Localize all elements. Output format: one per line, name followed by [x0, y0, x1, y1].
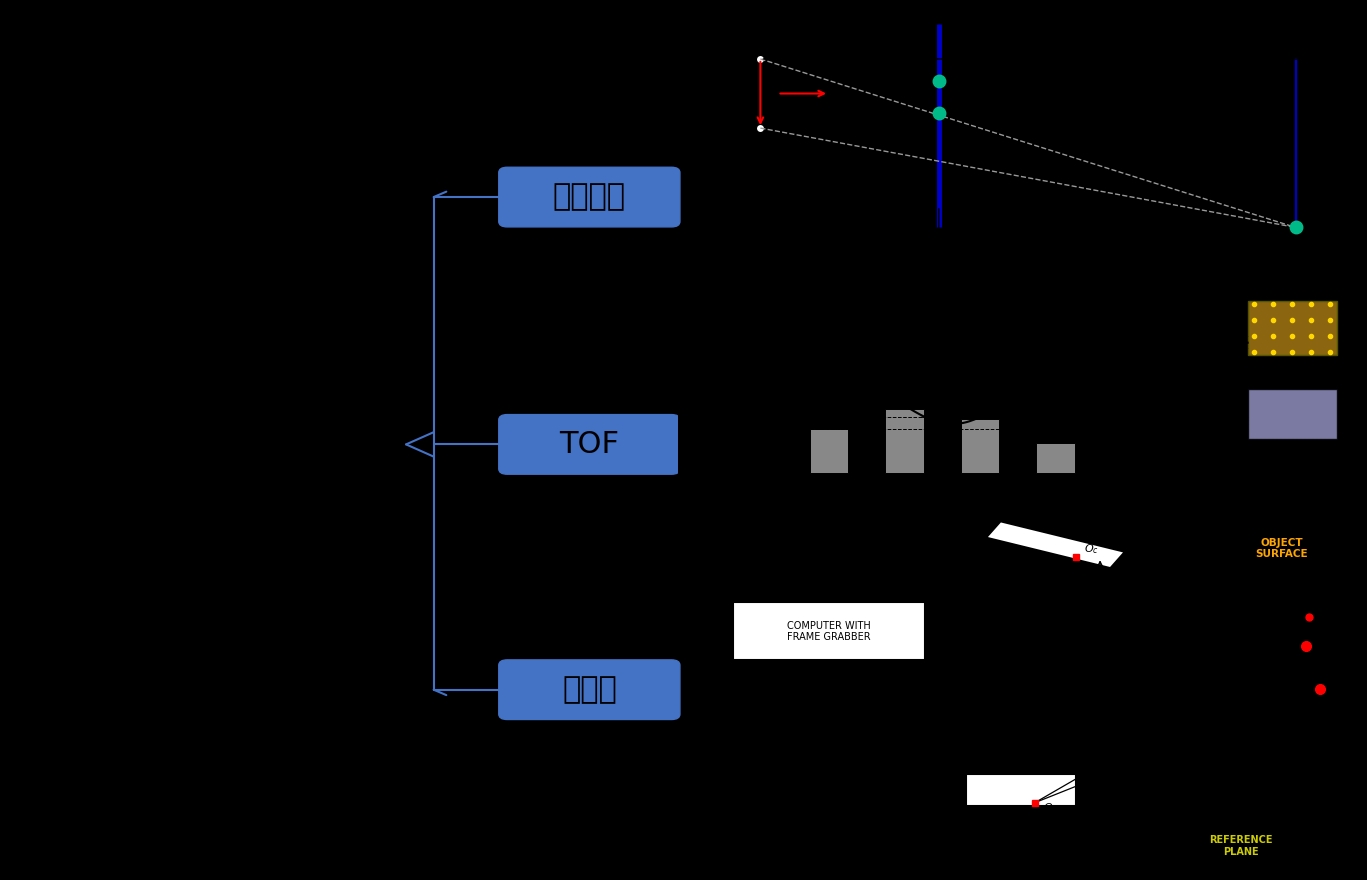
Text: h: h: [1329, 700, 1336, 711]
Text: baseline: baseline: [778, 84, 822, 94]
Text: Object: Object: [716, 476, 757, 489]
Text: A: A: [1312, 636, 1321, 646]
Bar: [966, 774, 1076, 806]
FancyBboxPatch shape: [499, 414, 679, 474]
Text: $m_2$: $m_2$: [895, 476, 915, 489]
Text: P(x,z): P(x,z): [1303, 231, 1334, 242]
Text: x–b: x–b: [1303, 138, 1322, 148]
Text: Z: Z: [1357, 53, 1366, 65]
Text: z: z: [1121, 10, 1128, 22]
Text: Image planes: Image planes: [1013, 18, 1098, 31]
Bar: [886, 409, 924, 473]
Text: PROJECTOR: PROJECTOR: [919, 815, 979, 825]
Bar: [1248, 301, 1337, 355]
Text: $x_l$: $x_l$: [949, 74, 961, 87]
FancyBboxPatch shape: [499, 167, 679, 227]
Text: Camera R: Camera R: [699, 54, 753, 64]
Bar: [678, 264, 712, 500]
Text: f: f: [848, 111, 852, 124]
Text: $m_1$: $m_1$: [820, 476, 838, 489]
Text: CAMERA: CAMERA: [945, 517, 988, 526]
Text: Near-infrared light emitter: Near-infrared light emitter: [1228, 362, 1364, 371]
Text: b: b: [833, 87, 841, 100]
Bar: [1248, 389, 1337, 439]
Text: B: B: [1326, 685, 1334, 694]
Text: OBJECT
SURFACE: OBJECT SURFACE: [1256, 538, 1308, 559]
Bar: [961, 419, 999, 473]
Text: L: L: [1185, 824, 1193, 836]
Text: $m_4$: $m_4$: [1046, 476, 1065, 489]
Text: C: C: [1316, 607, 1325, 617]
Text: Distance: Distance: [966, 273, 1048, 290]
Text: $m_3$: $m_3$: [971, 476, 990, 489]
Text: 结构光: 结构光: [562, 675, 617, 704]
Polygon shape: [986, 521, 1125, 568]
Text: Camera L: Camera L: [700, 123, 753, 133]
Text: TOF: TOF: [559, 430, 619, 458]
Text: $x_r$: $x_r$: [949, 106, 962, 120]
Text: 立体视觉: 立体视觉: [552, 182, 626, 211]
Text: d: d: [1110, 670, 1118, 683]
Text: f: f: [848, 63, 852, 77]
Bar: [809, 429, 848, 473]
Text: $O_p$: $O_p$: [1043, 801, 1058, 818]
Bar: [1036, 443, 1074, 473]
Bar: [733, 603, 925, 660]
Text: $O_c$: $O_c$: [1084, 542, 1099, 556]
Text: COMPUTER WITH
FRAME GRABBER: COMPUTER WITH FRAME GRABBER: [787, 620, 871, 642]
Text: X: X: [942, 243, 950, 255]
FancyBboxPatch shape: [499, 660, 679, 720]
Text: REFERENCE
PLANE: REFERENCE PLANE: [1208, 835, 1273, 857]
Text: Sensor: Sensor: [1277, 446, 1315, 456]
